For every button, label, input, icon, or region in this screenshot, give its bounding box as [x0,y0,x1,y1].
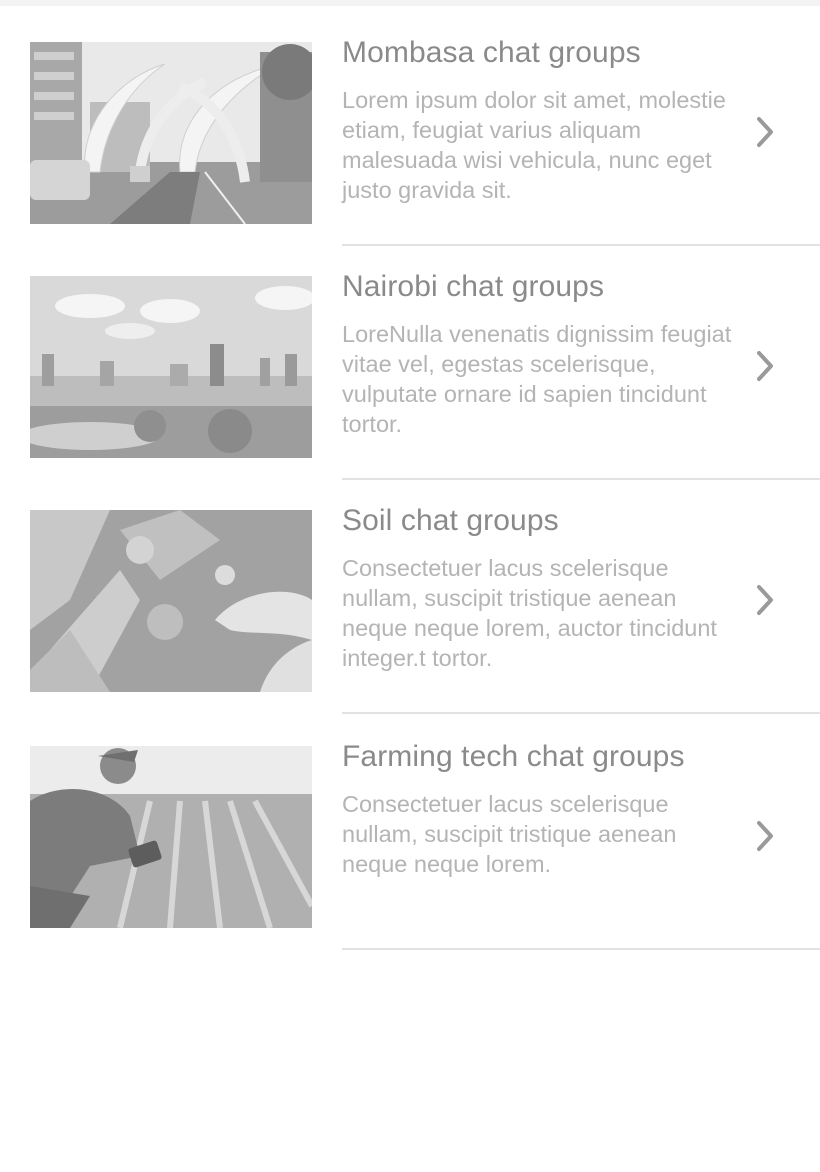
chevron-right-icon[interactable] [752,818,780,854]
chevron-right-icon[interactable] [752,582,780,618]
group-description: Lorem ipsum dolor sit amet, molestie eti… [342,87,726,203]
group-title: Farming tech chat groups [342,740,685,773]
list-item-soil[interactable]: Soil chat groups Consectetuer lacus scel… [0,504,820,746]
group-description: Consectetuer lacus scelerisque nullam, s… [342,791,677,877]
status-bar-strip [0,0,820,6]
list-item-mombasa[interactable]: Mombasa chat groups Lorem ipsum dolor si… [0,36,820,278]
chevron-right-icon[interactable] [752,114,780,150]
row-divider [342,948,820,950]
row-divider [342,244,820,246]
group-description: LoreNulla venenatis dignissim feugiat vi… [342,321,732,437]
list-item-nairobi[interactable]: Nairobi chat groups LoreNulla venenatis … [0,270,820,512]
soil-thumbnail [30,510,312,692]
group-description: Consectetuer lacus scelerisque nullam, s… [342,555,717,671]
chevron-right-icon[interactable] [752,348,780,384]
farming-tech-thumbnail [30,746,312,928]
list-item-farming-tech[interactable]: Farming tech chat groups Consectetuer la… [0,740,820,982]
row-divider [342,712,820,714]
row-divider [342,478,820,480]
group-title: Nairobi chat groups [342,270,605,303]
group-title: Mombasa chat groups [342,36,641,69]
mombasa-thumbnail [30,42,312,224]
nairobi-thumbnail [30,276,312,458]
group-title: Soil chat groups [342,504,559,537]
